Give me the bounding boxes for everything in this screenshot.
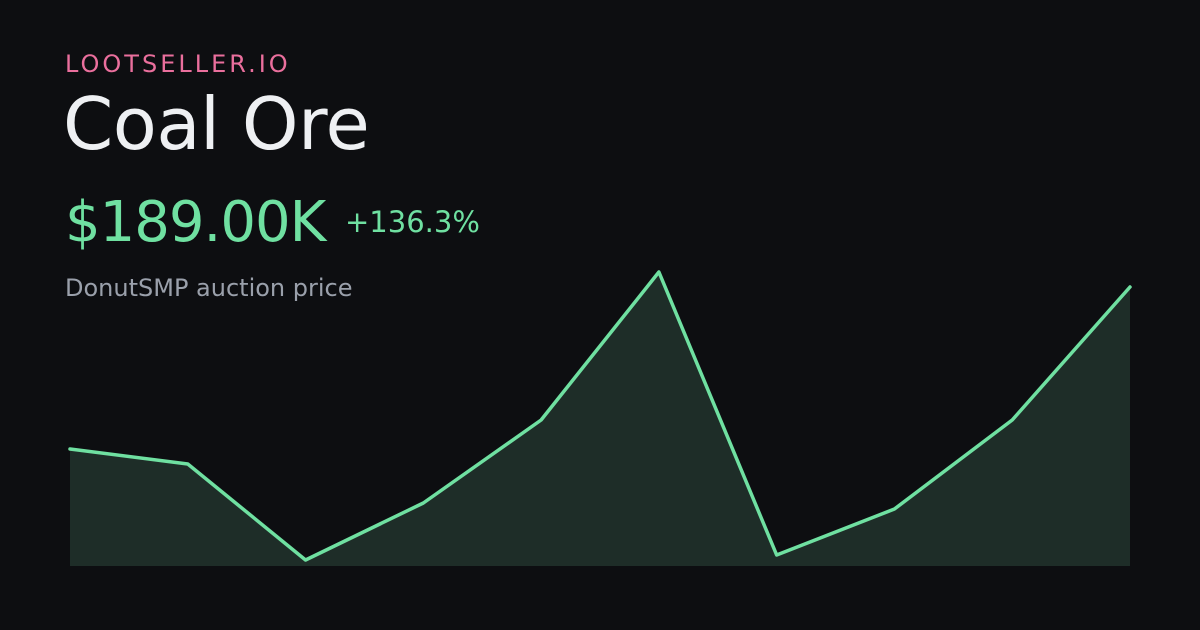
- price-change: +136.3%: [345, 205, 480, 239]
- chart-area-fill: [70, 272, 1130, 566]
- current-price: $189.00K: [65, 190, 326, 255]
- item-title: Coal Ore: [63, 82, 370, 166]
- chart-subtitle: DonutSMP auction price: [65, 274, 353, 302]
- brand-label: LOOTSELLER.IO: [65, 50, 291, 78]
- chart-series-line: [68, 270, 1132, 562]
